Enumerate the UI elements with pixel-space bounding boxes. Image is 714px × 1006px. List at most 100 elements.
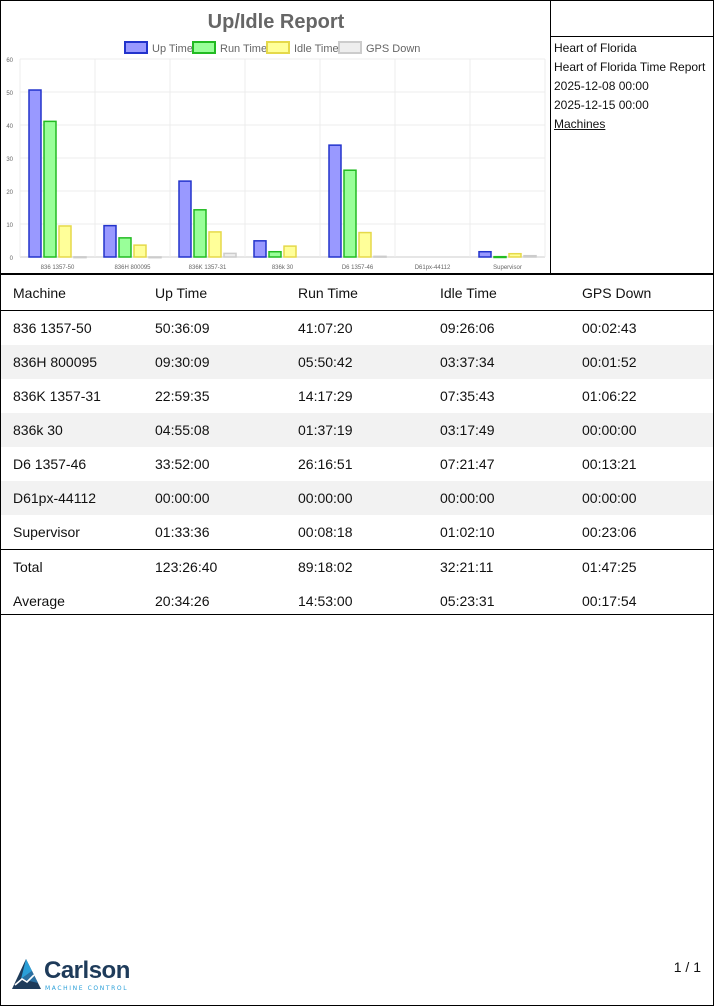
chart-y-ticks: 0 10 20 30 40 50 60 — [6, 58, 13, 262]
chart-bar[interactable] — [268, 250, 282, 258]
column-header-gps-down[interactable]: GPS Down — [582, 284, 652, 301]
average-label: Average — [13, 593, 65, 609]
chart-bar[interactable] — [508, 252, 522, 258]
legend-item[interactable]: Idle Time — [266, 41, 339, 55]
chart-bar[interactable] — [133, 244, 147, 258]
idle-time-cell: 00:00:00 — [440, 490, 495, 506]
report-table: Machine Up Time Run Time Idle Time GPS D… — [1, 275, 713, 618]
average-run-time: 14:53:00 — [298, 593, 353, 609]
gps-down-cell: 00:00:00 — [582, 422, 637, 438]
gps-down-cell: 00:13:21 — [582, 456, 637, 472]
run-time-cell: 00:00:00 — [298, 490, 353, 506]
total-run-time: 89:18:02 — [298, 559, 353, 575]
total-label: Total — [13, 559, 43, 575]
chart-bar[interactable] — [193, 209, 207, 258]
idle-time-cell: 09:26:06 — [440, 320, 495, 336]
machine-cell: 836k 30 — [13, 422, 63, 438]
idle-time-cell: 07:21:47 — [440, 456, 495, 472]
legend-item[interactable]: GPS Down — [338, 41, 420, 55]
machine-cell: 836H 800095 — [13, 354, 98, 370]
run-time-cell: 26:16:51 — [298, 456, 353, 472]
chart-bar[interactable] — [493, 255, 507, 259]
legend-label: Run Time — [220, 43, 267, 55]
machine-cell: D6 1357-46 — [13, 456, 87, 472]
chart-bar[interactable] — [118, 237, 132, 258]
average-gps-down: 00:17:54 — [582, 593, 637, 609]
legend-item[interactable]: Run Time — [192, 41, 267, 55]
up-idle-chart: Up/Idle Report Up Time Run Time Idle Time G… — [6, 11, 546, 271]
column-header-idle-time[interactable]: Idle Time — [440, 284, 497, 301]
carlson-logo: Carlson MACHINE CONTROL — [12, 957, 142, 997]
x-tick-label: 836 1357-50 — [41, 265, 75, 271]
column-header-machine[interactable]: Machine — [13, 284, 66, 301]
chart-bar[interactable] — [43, 120, 57, 258]
table-row: 836K 1357-31 22:59:35 14:17:29 07:35:43 … — [1, 379, 713, 413]
idle-time-cell: 03:37:34 — [440, 354, 495, 370]
chart-bar[interactable] — [523, 254, 537, 258]
run-time-cell: 05:50:42 — [298, 354, 353, 370]
chart-bar[interactable] — [28, 89, 42, 258]
run-time-cell: 00:08:18 — [298, 524, 353, 540]
machine-cell: 836K 1357-31 — [13, 388, 101, 404]
table-row: 836H 800095 09:30:09 05:50:42 03:37:34 0… — [1, 345, 713, 379]
chart-bar[interactable] — [223, 252, 237, 258]
up-time-cell: 00:00:00 — [155, 490, 210, 506]
idle-time-cell: 01:02:10 — [440, 524, 495, 540]
company-name: Heart of Florida — [554, 41, 637, 55]
chart-title: Up/Idle Report — [208, 11, 345, 33]
y-tick-label: 60 — [6, 58, 13, 64]
legend-swatch — [124, 41, 148, 54]
chart-bar[interactable] — [283, 245, 297, 258]
x-tick-label: Supervisor — [493, 265, 522, 271]
gps-down-cell: 00:02:43 — [582, 320, 637, 336]
column-header-up-time[interactable]: Up Time — [155, 284, 208, 301]
report-start-date: 2025-12-08 00:00 — [554, 79, 649, 93]
table-row: 836k 30 04:55:08 01:37:19 03:17:49 00:00… — [1, 413, 713, 447]
table-row: Supervisor 01:33:36 00:08:18 01:02:10 00… — [1, 515, 713, 549]
chart-bar[interactable] — [373, 255, 387, 258]
chart-bar[interactable] — [208, 231, 222, 258]
machines-link[interactable]: Machines — [554, 117, 606, 131]
machine-cell: Supervisor — [13, 524, 80, 540]
y-tick-label: 10 — [6, 223, 13, 229]
y-tick-label: 50 — [6, 91, 13, 97]
table-row: D61px-44112 00:00:00 00:00:00 00:00:00 0… — [1, 481, 713, 515]
x-tick-label: D61px-44112 — [415, 265, 451, 271]
chart-bar[interactable] — [178, 180, 192, 258]
idle-time-cell: 07:35:43 — [440, 388, 495, 404]
x-tick-label: 836H 800095 — [114, 265, 151, 271]
total-row: Total 123:26:40 89:18:02 32:21:11 01:47:… — [1, 549, 713, 584]
chart-bar[interactable] — [478, 250, 492, 258]
x-tick-label: D6 1357-46 — [342, 265, 374, 271]
chart-x-ticks: 836 1357-50 836H 800095 836K 1357-31 836k 3… — [41, 265, 522, 271]
chart-panel: Up/Idle Report Up Time Run Time Idle Time G… — [1, 1, 551, 273]
up-time-cell: 01:33:36 — [155, 524, 210, 540]
logo-wordmark: Carlson — [44, 957, 130, 984]
chart-bar[interactable] — [253, 240, 267, 258]
chart-bar[interactable] — [58, 225, 72, 258]
chart-bar[interactable] — [358, 231, 372, 258]
y-tick-label: 0 — [10, 256, 14, 262]
chart-bar[interactable] — [343, 169, 357, 258]
chart-bar[interactable] — [73, 256, 87, 259]
carlson-mountain-icon — [12, 959, 41, 989]
chart-bar[interactable] — [148, 256, 162, 259]
machine-cell: D61px-44112 — [13, 490, 97, 506]
gps-down-cell: 01:06:22 — [582, 388, 637, 404]
legend-item[interactable]: Up Time — [124, 41, 193, 55]
idle-time-cell: 03:17:49 — [440, 422, 495, 438]
logo-subtitle: MACHINE CONTROL — [45, 985, 129, 992]
average-idle-time: 05:23:31 — [440, 593, 495, 609]
chart-bar[interactable] — [328, 144, 342, 258]
report-end-date: 2025-12-15 00:00 — [554, 98, 649, 112]
column-header-run-time[interactable]: Run Time — [298, 284, 358, 301]
run-time-cell: 41:07:20 — [298, 320, 353, 336]
legend-label: Up Time — [152, 43, 193, 55]
gps-down-cell: 00:23:06 — [582, 524, 637, 540]
y-tick-label: 20 — [6, 190, 13, 196]
info-lines: Heart of Florida Heart of Florida Time R… — [554, 39, 712, 134]
report-name: Heart of Florida Time Report — [554, 60, 706, 74]
chart-grid — [19, 58, 546, 258]
up-time-cell: 22:59:35 — [155, 388, 210, 404]
chart-bar[interactable] — [103, 224, 117, 258]
